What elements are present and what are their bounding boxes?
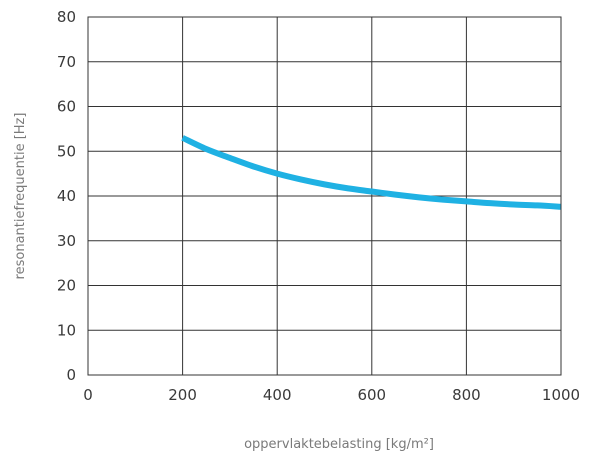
x-tick-label: 800 bbox=[452, 386, 481, 404]
y-tick-label: 0 bbox=[66, 366, 76, 384]
x-axis-title: oppervlaktebelasting [kg/m²] bbox=[244, 437, 434, 452]
y-tick-label: 40 bbox=[57, 187, 76, 205]
series-layer bbox=[181, 135, 562, 210]
plot-frame bbox=[87, 16, 562, 376]
y-axis-ticks: 0 10 20 30 40 50 60 70 80 bbox=[57, 8, 76, 384]
y-tick-label: 80 bbox=[57, 8, 76, 26]
plot-area-border bbox=[87, 16, 562, 376]
y-tick-label: 20 bbox=[57, 277, 76, 295]
x-tick-label: 1000 bbox=[542, 386, 580, 404]
y-axis-title: resonantiefrequentie [Hz] bbox=[13, 113, 28, 280]
x-tick-label: 600 bbox=[357, 386, 386, 404]
grid bbox=[87, 16, 562, 376]
series-line-0 bbox=[181, 135, 562, 210]
x-tick-label: 200 bbox=[168, 386, 197, 404]
x-axis-ticks: 0 200 400 600 800 1000 bbox=[83, 386, 580, 404]
y-tick-label: 60 bbox=[57, 98, 76, 116]
y-tick-label: 10 bbox=[57, 321, 76, 339]
x-tick-label: 400 bbox=[263, 386, 292, 404]
y-tick-label: 70 bbox=[57, 53, 76, 71]
x-tick-label: 0 bbox=[83, 386, 93, 404]
y-tick-label: 50 bbox=[57, 142, 76, 160]
y-tick-label: 30 bbox=[57, 232, 76, 250]
